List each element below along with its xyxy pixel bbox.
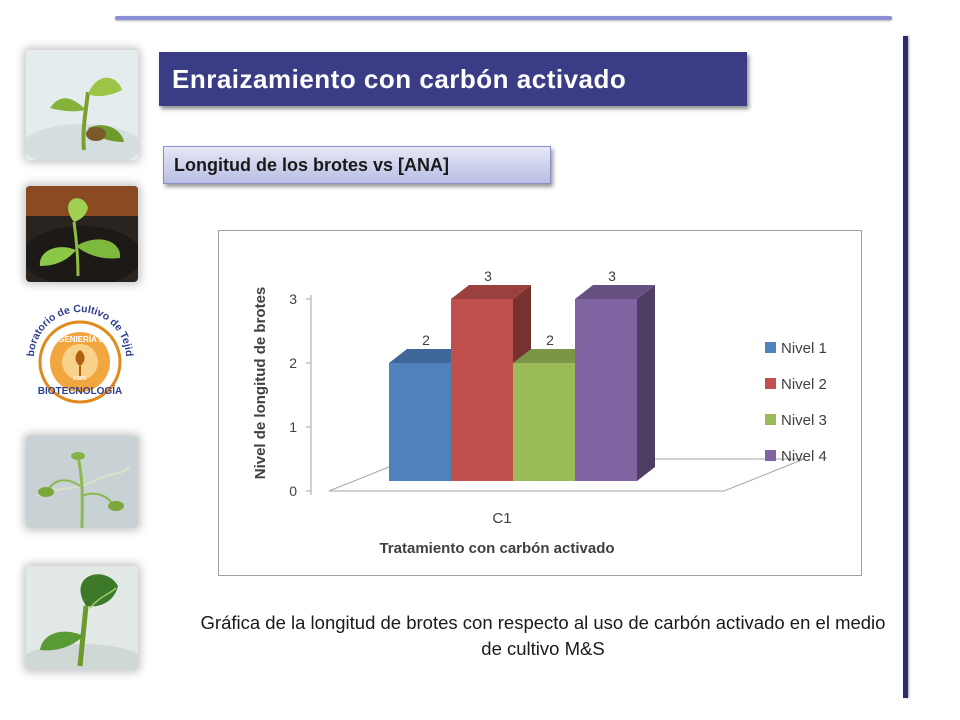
legend-label-3: Nivel 3 (781, 412, 827, 429)
bar-side-4 (637, 285, 655, 481)
plant-photo-4 (26, 566, 138, 670)
plant-photo-1 (26, 50, 138, 160)
legend-swatch-2 (765, 378, 776, 389)
lab-logo: Laboratorio de Cultivo de Tejidos INGENI… (17, 287, 140, 412)
bar-4 (575, 299, 637, 481)
slide-subtitle: Longitud de los brotes vs [ANA] (174, 154, 450, 175)
logo-inner-bottom: BIOTECNOLOGÍA (38, 384, 122, 397)
logo-seal: ESPE (73, 376, 87, 382)
y-tick-label: 3 (289, 291, 297, 307)
legend-swatch-4 (765, 450, 776, 461)
plant-photo-3 (26, 436, 138, 528)
slide-title-box: Enraizamiento con carbón activado (159, 52, 747, 106)
bar-top-3 (513, 349, 593, 363)
data-label-4: 3 (608, 268, 616, 284)
y-tick-label: 2 (289, 355, 297, 371)
y-tick-label: 0 (289, 483, 297, 499)
slide-title: Enraizamiento con carbón activado (172, 63, 627, 94)
chart-frame: 0 1 2 3 2 3 2 3 C1 Tratamiento con carbón activad… (218, 230, 862, 576)
bar-3 (513, 363, 575, 481)
data-label-3: 2 (546, 332, 554, 348)
y-tick-label: 1 (289, 419, 297, 435)
legend-label-4: Nivel 4 (781, 448, 827, 465)
bar-top-2 (451, 285, 531, 299)
bar-chart: 0 1 2 3 2 3 2 3 C1 Tratamiento con carbón activad… (252, 268, 827, 557)
x-axis-title: Tratamiento con carbón activado (379, 540, 614, 557)
bar-top-1 (389, 349, 469, 363)
data-label-2: 3 (484, 268, 492, 284)
right-accent-rule (903, 36, 908, 698)
top-accent-rule (115, 16, 892, 20)
x-category-label: C1 (492, 510, 511, 527)
bar-1 (389, 363, 451, 481)
plant-photo-2 (26, 186, 138, 282)
legend-swatch-3 (765, 414, 776, 425)
bar-top-4 (575, 285, 655, 299)
legend-swatch-1 (765, 342, 776, 353)
chart-caption: Gráfica de la longitud de brotes con res… (200, 612, 886, 659)
y-axis-title: Nivel de longitud de brotes (252, 287, 269, 480)
legend-label-1: Nivel 1 (781, 340, 827, 357)
logo-inner-top: INGENIERÍA EN (50, 335, 110, 344)
bar-2 (451, 299, 513, 481)
legend-label-2: Nivel 2 (781, 376, 827, 393)
data-label-1: 2 (422, 332, 430, 348)
slide-subtitle-box: Longitud de los brotes vs [ANA] (163, 146, 551, 184)
